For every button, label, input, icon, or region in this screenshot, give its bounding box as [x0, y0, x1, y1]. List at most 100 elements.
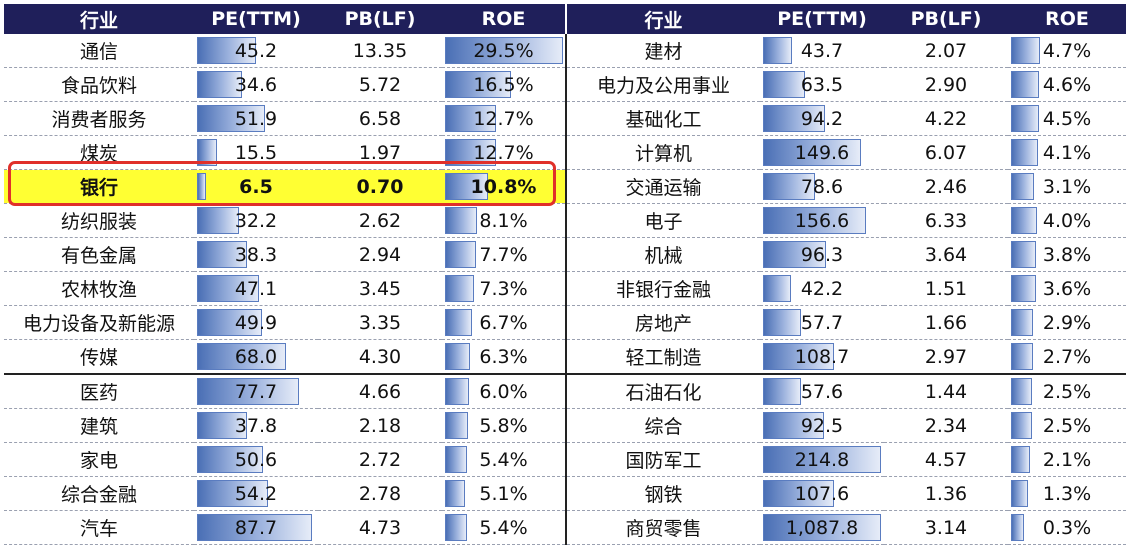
left-roe-cell: 10.8%: [442, 169, 567, 204]
left-pb-cell: 1.97: [318, 135, 442, 170]
right-roe-cell: 4.6%: [1008, 67, 1126, 102]
right-roe-bar: [1011, 207, 1038, 234]
left-pe-value: 6.5: [239, 175, 273, 198]
left-roe-cell: 6.3%: [442, 339, 567, 375]
right-pe-cell: 63.5: [760, 67, 884, 102]
left-pe-value: 50.6: [234, 448, 278, 471]
left-pe-bar: [197, 446, 264, 473]
right-pb-cell: 2.90: [884, 67, 1008, 102]
right-pe-value: 92.5: [800, 414, 844, 437]
right-name-cell: 电力及公用事业: [566, 67, 760, 102]
left-pb-cell: 3.45: [318, 271, 442, 306]
left-pe-bar: [197, 309, 263, 336]
left-roe-bar: [445, 275, 475, 302]
table-row: 传媒 68.0 4.30 6.3% 轻工制造 108.7 2.97 2.7%: [4, 339, 1126, 375]
left-roe-value: 6.7%: [479, 311, 528, 334]
right-pe-cell: 78.6: [760, 169, 884, 204]
left-pe-value: 45.2: [234, 39, 278, 62]
left-pe-cell: 77.7: [194, 373, 318, 409]
left-roe-value: 6.0%: [479, 380, 528, 403]
table-row: 医药 77.7 4.66 6.0% 石油石化 57.6 1.44 2.5%: [4, 373, 1126, 409]
right-roe-cell: 3.1%: [1008, 169, 1126, 204]
left-roe-bar: [445, 480, 466, 507]
right-pe-bar: [763, 378, 801, 405]
left-name-cell: 汽车: [4, 510, 194, 545]
right-roe-bar: [1011, 446, 1031, 473]
right-roe-bar: [1011, 309, 1034, 336]
left-roe-bar: [445, 343, 471, 370]
right-pe-value: 107.6: [794, 482, 850, 505]
right-roe-cell: 3.8%: [1008, 237, 1126, 272]
right-roe-bar: [1011, 343, 1033, 370]
right-pe-value: 42.2: [800, 277, 844, 300]
right-pe-value: 57.6: [800, 380, 844, 403]
right-roe-value: 4.5%: [1042, 107, 1092, 130]
right-name-cell: 综合: [566, 408, 760, 443]
right-pe-bar: [763, 173, 815, 200]
right-name-cell: 计算机: [566, 135, 760, 170]
left-name-cell: 消费者服务: [4, 101, 194, 136]
header-pe-left: PE(TTM): [194, 4, 318, 34]
left-pe-cell: 37.8: [194, 408, 318, 443]
left-roe-bar: [445, 309, 472, 336]
left-pe-bar: [197, 139, 218, 166]
left-roe-value: 12.7%: [473, 141, 534, 164]
table-row: 银行 6.5 0.70 10.8% 交通运输 78.6 2.46 3.1%: [4, 169, 1126, 204]
right-pe-value: 1,087.8: [785, 516, 859, 539]
left-pb-cell: 5.72: [318, 67, 442, 102]
right-pe-value: 57.7: [800, 311, 844, 334]
right-name-cell: 国防军工: [566, 442, 760, 477]
left-name-cell: 通信: [4, 34, 194, 68]
right-pe-bar: [763, 480, 834, 507]
right-roe-cell: 2.1%: [1008, 442, 1126, 477]
right-roe-value: 4.6%: [1042, 73, 1092, 96]
left-pe-value: 15.5: [234, 141, 278, 164]
right-pe-bar: [763, 309, 801, 336]
table-row: 煤炭 15.5 1.97 12.7% 计算机 149.6 6.07 4.1%: [4, 135, 1126, 170]
right-pe-bar: [763, 241, 827, 268]
right-name-cell: 交通运输: [566, 169, 760, 204]
table-row: 通信 45.2 13.35 29.5% 建材 43.7 2.07 4.7%: [4, 34, 1126, 68]
left-name-cell: 农林牧渔: [4, 271, 194, 306]
right-pe-cell: 107.6: [760, 476, 884, 511]
right-pe-value: 63.5: [800, 73, 844, 96]
right-pe-bar: [763, 105, 825, 132]
left-pe-cell: 6.5: [194, 169, 318, 204]
left-pb-cell: 3.35: [318, 305, 442, 340]
right-name-cell: 基础化工: [566, 101, 760, 136]
right-pb-cell: 2.07: [884, 34, 1008, 68]
right-pe-value: 43.7: [800, 39, 844, 62]
right-roe-value: 4.0%: [1042, 209, 1092, 232]
left-pb-cell: 2.72: [318, 442, 442, 477]
left-name-cell: 综合金融: [4, 476, 194, 511]
left-roe-value: 29.5%: [473, 39, 534, 62]
left-pb-cell: 2.94: [318, 237, 442, 272]
left-roe-bar: [445, 514, 467, 541]
left-roe-value: 7.3%: [479, 277, 528, 300]
left-pe-bar: [197, 37, 257, 64]
right-pe-value: 214.8: [794, 448, 850, 471]
right-pe-cell: 156.6: [760, 203, 884, 238]
right-pe-bar: [763, 71, 805, 98]
left-pe-value: 87.7: [234, 516, 278, 539]
left-pb-cell: 13.35: [318, 34, 442, 68]
table-row: 消费者服务 51.9 6.58 12.7% 基础化工 94.2 4.22 4.5%: [4, 101, 1126, 136]
right-pe-cell: 43.7: [760, 34, 884, 68]
table-row: 建筑 37.8 2.18 5.8% 综合 92.5 2.34 2.5%: [4, 408, 1126, 443]
left-pe-cell: 68.0: [194, 339, 318, 375]
right-pe-bar: [763, 446, 881, 473]
right-roe-cell: 4.1%: [1008, 135, 1126, 170]
left-roe-cell: 12.7%: [442, 135, 567, 170]
right-pe-bar: [763, 275, 791, 302]
left-roe-bar: [445, 207, 478, 234]
left-pb-cell: 6.58: [318, 101, 442, 136]
left-pe-cell: 47.1: [194, 271, 318, 306]
header-pb-left: PB(LF): [318, 4, 442, 34]
right-pe-value: 156.6: [794, 209, 850, 232]
left-roe-value: 5.1%: [479, 482, 528, 505]
header-row: 行业 PE(TTM) PB(LF) ROE 行业 PE(TTM) PB(LF) …: [4, 4, 1126, 34]
left-pe-bar: [197, 378, 299, 405]
table-row: 农林牧渔 47.1 3.45 7.3% 非银行金融 42.2 1.51 3.6%: [4, 271, 1126, 306]
right-name-cell: 商贸零售: [566, 510, 760, 545]
